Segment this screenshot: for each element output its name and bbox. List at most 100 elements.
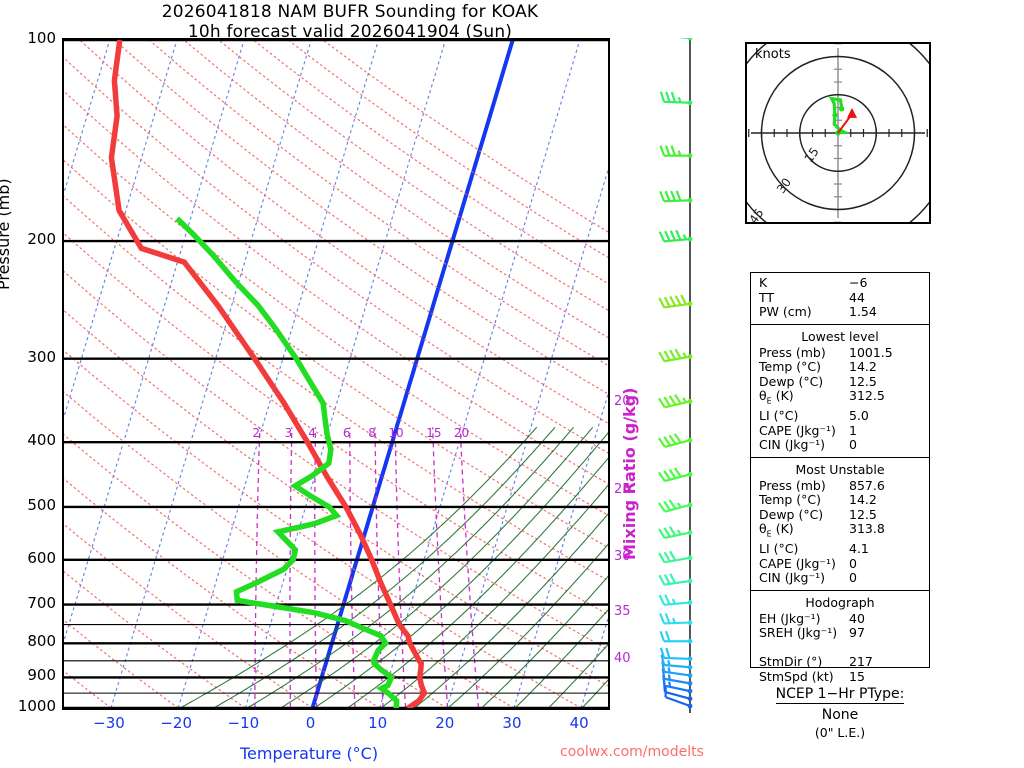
- stat-key: SREH (Jkg⁻¹): [759, 625, 838, 640]
- stat-key: PW (cm): [759, 304, 812, 319]
- stat-row: Temp (°C) 14.2: [751, 492, 929, 508]
- section-heading: Lowest level: [801, 328, 879, 344]
- skewt-plot-area[interactable]: [62, 38, 610, 710]
- lowest-level-rows: Press (mb) 1001.5 Temp (°C) 14.2 Dewp (°C) 12…: [751, 344, 929, 453]
- stats-hodograph-section: Hodograph EH (Jkg⁻¹) 40 SREH (Jkg⁻¹) 97 Stm…: [751, 591, 929, 689]
- stat-value: 0: [849, 437, 857, 452]
- temperature-tick--20: −20: [160, 714, 192, 732]
- temperature-tick--30: −30: [93, 714, 125, 732]
- pressure-tick-100: 100: [27, 29, 56, 47]
- stat-row: StmDir (°) 217: [751, 654, 929, 670]
- stat-row: CAPE (Jkg⁻¹) 0: [751, 556, 929, 572]
- mixing-ratio-right-tick-30: 30: [614, 549, 631, 564]
- stat-key: TT: [759, 289, 775, 305]
- stat-value: 14.2: [849, 492, 877, 507]
- title-line-1: 2026041818 NAM BUFR Sounding for KOAK: [161, 2, 539, 22]
- pressure-tick-200: 200: [27, 230, 56, 249]
- stat-key: Press (mb): [759, 344, 826, 360]
- wind-barb-column: [658, 38, 693, 713]
- temperature-tick--10: −10: [227, 714, 260, 732]
- stat-key: LI (°C): [759, 541, 799, 556]
- stat-row: PW (cm) 1.54: [751, 304, 929, 320]
- stat-value: 312.5: [849, 388, 885, 403]
- stat-row: EH (Jkg⁻¹) 40: [751, 610, 929, 627]
- stat-key: StmDir (°): [759, 654, 823, 669]
- stat-row: TT 44: [751, 289, 929, 306]
- stat-row: Dewp (°C) 12.5: [751, 374, 929, 390]
- stat-value: 1: [849, 422, 857, 438]
- stat-key: θE (K): [759, 388, 794, 406]
- section-heading: Hodograph: [805, 594, 875, 610]
- pressure-tick-400: 400: [27, 431, 56, 450]
- stat-row: LI (°C) 4.1: [751, 541, 929, 557]
- stat-row: θE (K) 313.8: [751, 521, 929, 542]
- ptype-title: NCEP 1−Hr PType:: [775, 686, 905, 704]
- temperature-axis-title: Temperature (°C): [240, 744, 379, 763]
- stat-key: Press (mb): [759, 477, 826, 493]
- stat-key: EH (Jkg⁻¹): [759, 610, 821, 626]
- stat-row: Temp (°C) 14.2: [751, 359, 929, 375]
- mixing-ratio-right-tick-40: 40: [614, 651, 631, 666]
- stat-row: Dewp (°C) 12.5: [751, 506, 929, 523]
- temperature-tick-10: 10: [368, 714, 388, 732]
- site-watermark: coolwx.com/modelts: [560, 744, 704, 760]
- stat-key: θE (K): [759, 521, 794, 539]
- temperature-tick-30: 30: [502, 714, 522, 732]
- ptype-value: None: [821, 707, 859, 723]
- stat-row: StmSpd (kt) 15: [751, 668, 929, 685]
- stat-row: K −6: [751, 275, 929, 291]
- stat-value: 44: [849, 289, 865, 305]
- stat-value: 97: [849, 625, 865, 640]
- pressure-tick-500: 500: [27, 495, 56, 514]
- stat-value: 14.2: [849, 359, 877, 374]
- stat-value: 857.6: [849, 477, 885, 493]
- temperature-tick-20: 20: [435, 714, 455, 732]
- stat-key: StmSpd (kt): [759, 668, 834, 684]
- stat-row: CIN (Jkg⁻¹) 0: [751, 570, 929, 586]
- hodograph-panel[interactable]: 15 30 45 knots: [697, 4, 979, 274]
- mixing-ratio-axis-title: Mixing Ratio (g/kg): [620, 387, 639, 560]
- ptype-panel: NCEP 1−Hr PType: None (0" L.E.): [742, 686, 938, 740]
- stat-row: CIN (Jkg⁻¹) 0: [751, 437, 929, 453]
- stat-value: 1.54: [849, 304, 877, 319]
- stat-value: −6: [849, 275, 868, 290]
- pressure-tick-600: 600: [27, 548, 56, 567]
- stat-value: 0: [849, 570, 857, 585]
- stat-value: 40: [849, 610, 865, 626]
- pressure-axis-title: Pressure (mb): [0, 178, 13, 290]
- mixing-ratio-right-tick-25: 25: [614, 482, 631, 497]
- stat-value: 12.5: [849, 506, 877, 522]
- most-unstable-rows: Press (mb) 857.6 Temp (°C) 14.2 Dewp (°C) 12.…: [751, 477, 929, 586]
- hodograph-stat-rows: EH (Jkg⁻¹) 40 SREH (Jkg⁻¹) 97 StmDir (°) 217…: [751, 610, 929, 685]
- stat-row: CAPE (Jkg⁻¹) 1: [751, 422, 929, 439]
- section-heading: Most Unstable: [795, 461, 885, 477]
- stat-row: LI (°C) 5.0: [751, 408, 929, 424]
- pressure-tick-900: 900: [27, 666, 56, 685]
- stat-value: 313.8: [849, 521, 885, 536]
- stat-key: CAPE (Jkg⁻¹): [759, 422, 836, 438]
- stat-value: [849, 641, 929, 656]
- stat-key: [759, 641, 849, 656]
- stat-key: Dewp (°C): [759, 506, 824, 522]
- stat-value: 217: [849, 654, 873, 669]
- stat-value: 5.0: [849, 408, 869, 423]
- stat-row: [751, 641, 929, 656]
- mixing-ratio-tick-2: 2: [252, 426, 260, 441]
- chart-title: 2026041818 NAM BUFR Sounding for KOAK 10…: [0, 2, 700, 42]
- stat-value: 15: [849, 668, 865, 684]
- mixing-ratio-tick-3: 3: [284, 426, 293, 441]
- stat-key: K: [759, 275, 768, 290]
- stats-lowest-level-section: Lowest level Press (mb) 1001.5 Temp (°C) 14…: [751, 325, 929, 458]
- mixing-ratio-tick-20: 20: [453, 426, 470, 441]
- title-line-2: 10h forecast valid 2026041904 (Sun): [187, 22, 513, 42]
- hodograph-units-label: knots: [755, 47, 791, 62]
- temperature-tick-0: 0: [305, 714, 316, 732]
- pressure-tick-800: 800: [27, 632, 56, 651]
- stat-row: Press (mb) 857.6: [751, 477, 929, 494]
- stat-key: Temp (°C): [759, 359, 822, 374]
- mixing-ratio-tick-6: 6: [342, 426, 351, 441]
- stat-row: SREH (Jkg⁻¹) 97: [751, 625, 929, 641]
- pressure-tick-700: 700: [27, 593, 56, 612]
- temperature-tick-40: 40: [569, 714, 589, 732]
